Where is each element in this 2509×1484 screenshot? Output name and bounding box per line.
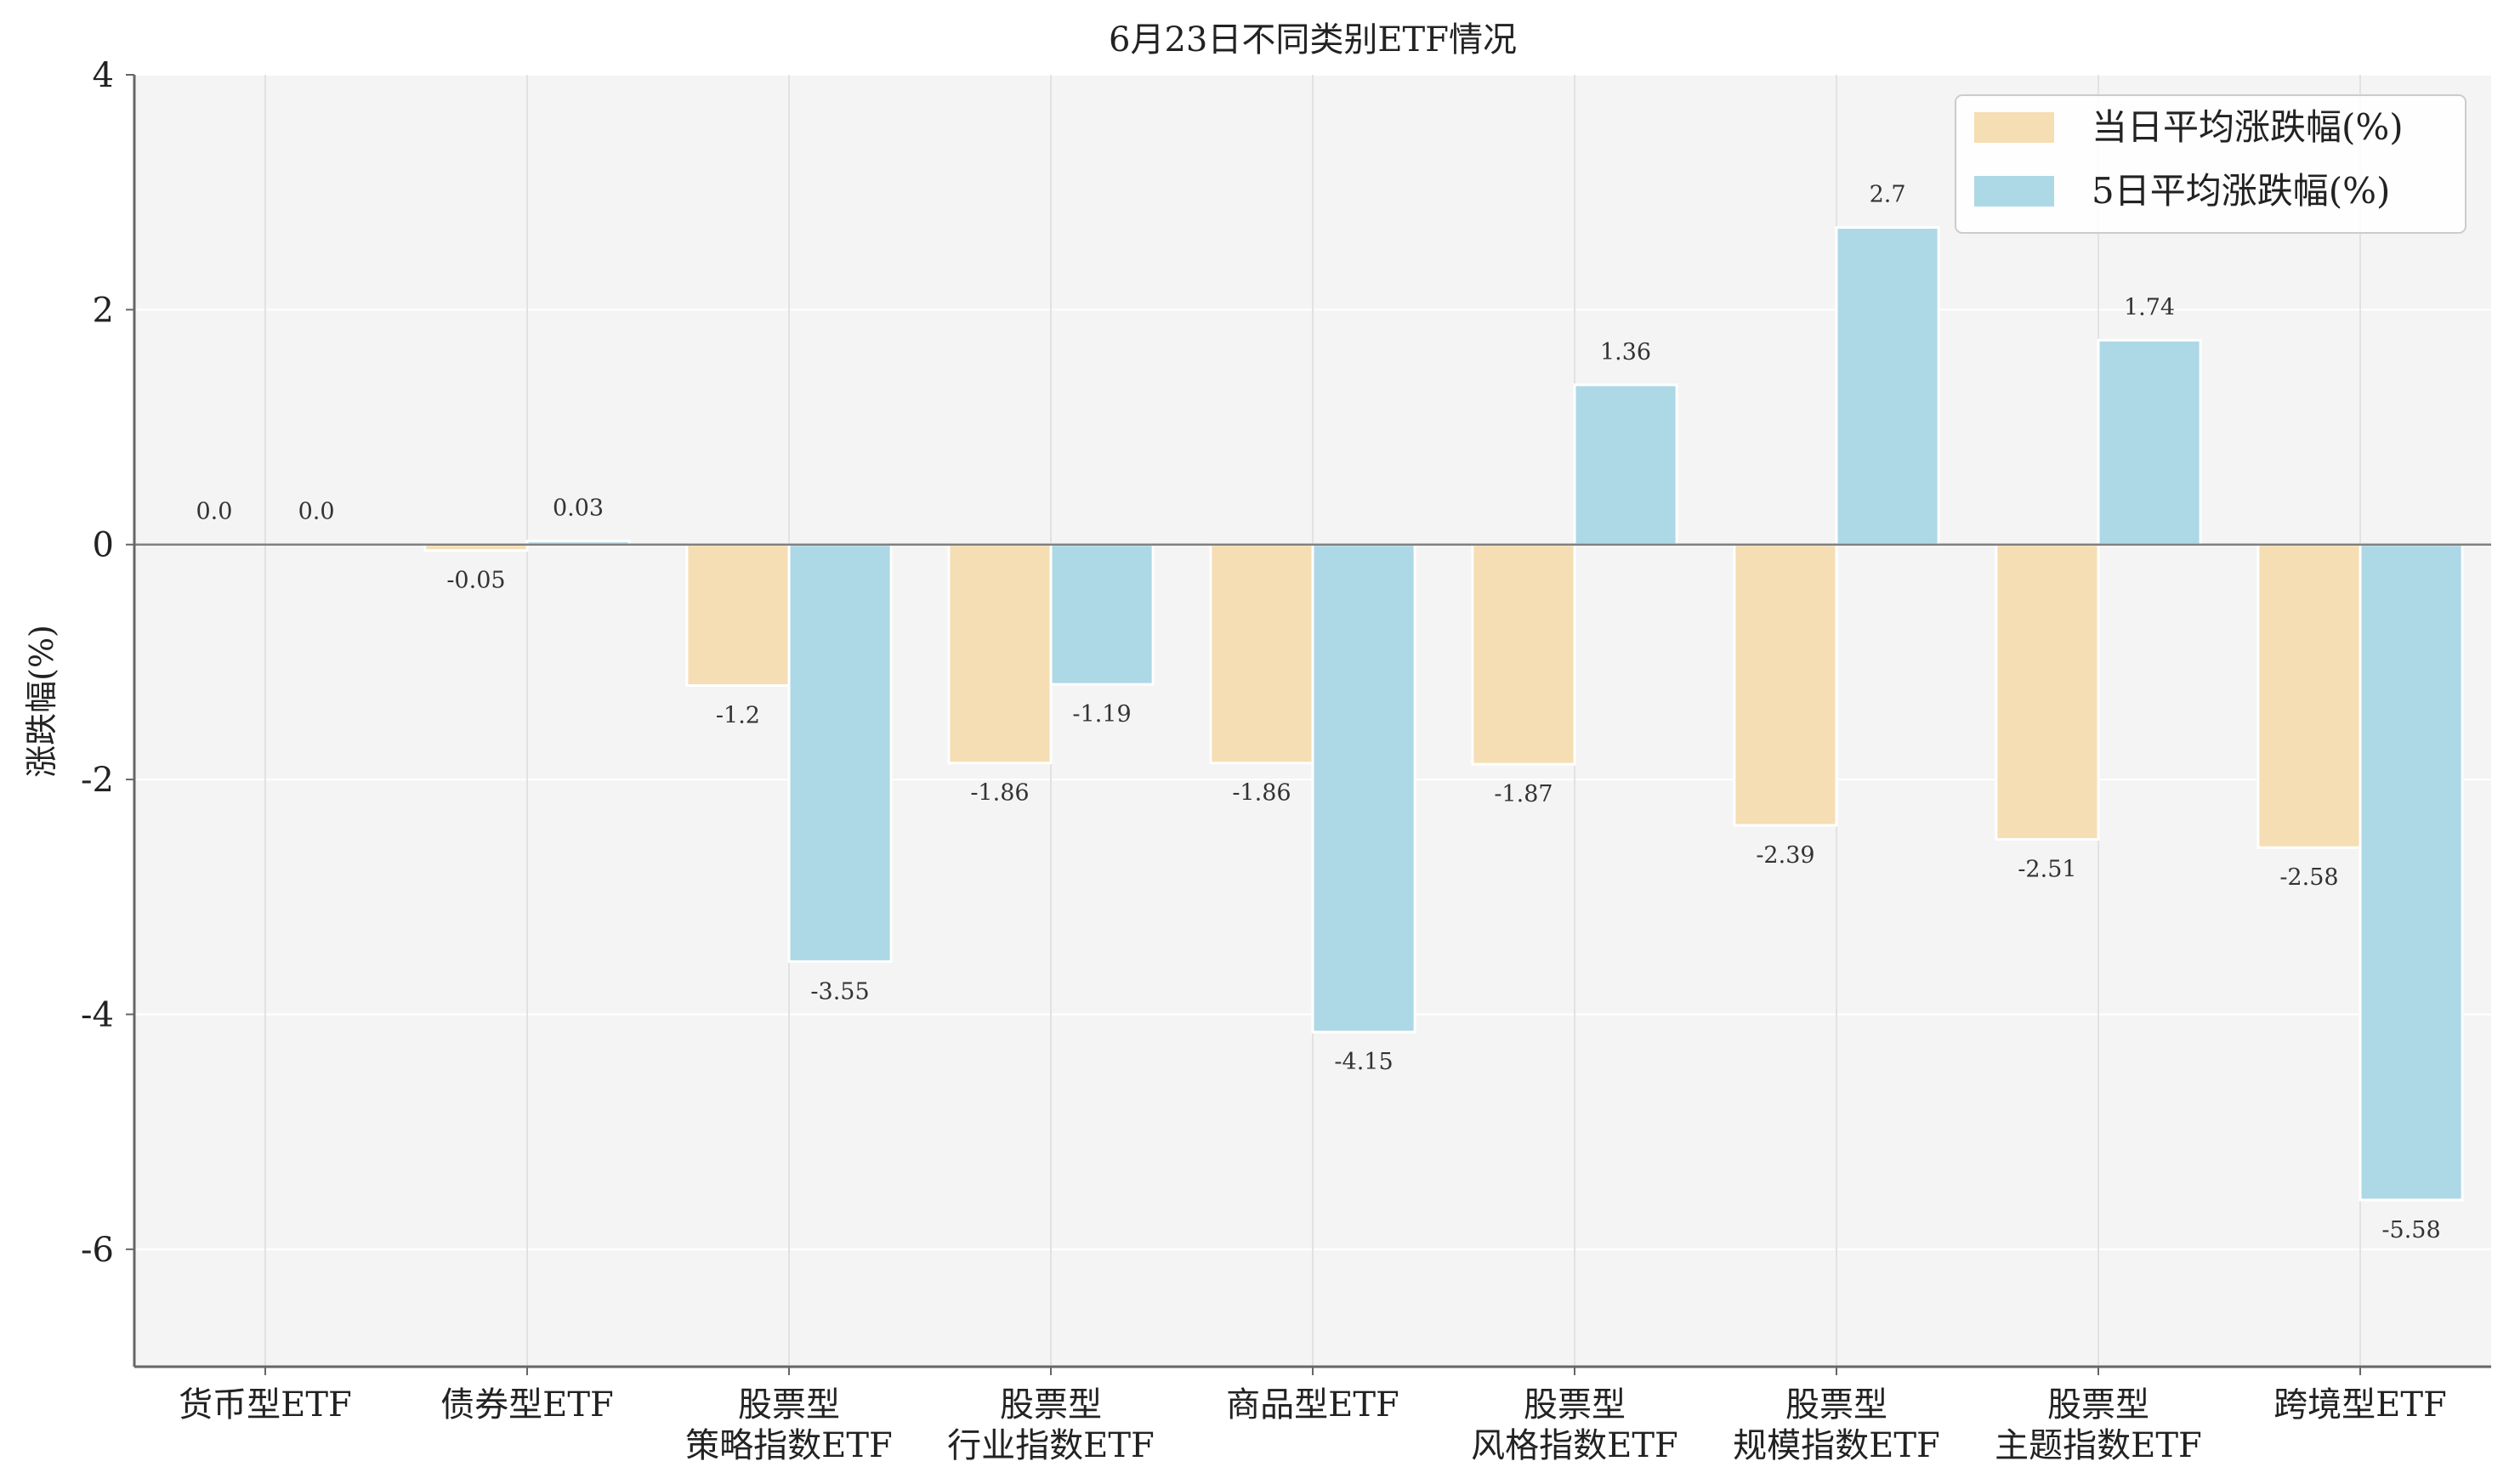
data-label: 1.74 <box>2124 294 2175 320</box>
bar <box>1995 543 2100 841</box>
data-label: -4.15 <box>1334 1049 1393 1075</box>
x-tick-label: 股票型 <box>1524 1385 1626 1425</box>
data-label: 1.36 <box>1600 339 1651 365</box>
data-label: -1.19 <box>1072 701 1131 728</box>
legend-swatch <box>1974 112 2054 143</box>
bar <box>1573 383 1678 547</box>
y-tick-label: 2 <box>93 291 114 330</box>
x-tick-label: 债券型ETF <box>440 1385 614 1425</box>
data-labels: 0.0 -0.05 -1.2 -1.86 -1.86 -1.87 -2.39 -2.51 -2.… <box>196 182 2440 1243</box>
x-tick-label: 股票型 <box>1785 1385 1887 1425</box>
bar <box>787 543 893 963</box>
bar <box>1835 226 1940 547</box>
bar <box>2256 543 2362 849</box>
data-label: -2.58 <box>2279 864 2338 891</box>
data-label: -1.86 <box>1232 780 1291 807</box>
chart-title: 6月23日不同类别ETF情况 <box>1109 20 1517 59</box>
x-tick-label: 股票型 <box>738 1385 840 1425</box>
data-label: 0.0 <box>298 499 335 525</box>
bar <box>1049 543 1155 686</box>
x-tick-label: 跨境型ETF <box>2273 1385 2447 1425</box>
x-tick-label: 货币型ETF <box>179 1385 352 1425</box>
data-label: -1.2 <box>716 703 760 729</box>
y-axis-label: 涨跌幅(%) <box>23 625 60 778</box>
x-tick-label: 股票型 <box>2047 1385 2149 1425</box>
data-label: 2.7 <box>1870 182 1906 208</box>
bar <box>685 543 791 688</box>
data-label: -2.51 <box>2018 857 2076 883</box>
y-tick-label: 0 <box>93 526 114 565</box>
bars <box>423 226 2464 1202</box>
x-tick-label: 规模指数ETF <box>1733 1426 1940 1465</box>
data-label: -1.86 <box>970 780 1029 807</box>
legend-label: 当日平均涨跌幅(%) <box>2092 106 2404 148</box>
bar <box>947 543 1053 765</box>
x-tick-label: 风格指数ETF <box>1471 1426 1678 1465</box>
data-label: -0.05 <box>446 568 505 594</box>
y-tick-label: -2 <box>81 761 114 800</box>
bar <box>2097 338 2202 547</box>
x-tick-label: 商品型ETF <box>1226 1385 1399 1425</box>
legend-box <box>1955 94 2466 234</box>
bar <box>1733 543 1838 827</box>
legend-swatch <box>1974 176 2054 207</box>
bar <box>2359 543 2464 1202</box>
data-label: 0.0 <box>196 499 232 525</box>
x-tick-label: 主题指数ETF <box>1995 1426 2202 1465</box>
data-label: -3.55 <box>810 978 869 1005</box>
data-label: 0.03 <box>553 496 604 522</box>
bar <box>1311 543 1416 1034</box>
legend-label: 5日平均涨跌幅(%) <box>2092 170 2390 212</box>
data-label: -1.87 <box>1494 781 1553 807</box>
x-tick-label: 行业指数ETF <box>947 1426 1155 1465</box>
x-tick-label: 股票型 <box>1000 1385 1102 1425</box>
bar <box>1209 543 1314 765</box>
data-label: -5.58 <box>2381 1217 2440 1243</box>
bar <box>1471 543 1576 766</box>
x-tick-label: 策略指数ETF <box>685 1426 893 1465</box>
y-tick-label: -6 <box>81 1231 114 1270</box>
y-tick-label: -4 <box>81 995 114 1034</box>
y-tick-label: 4 <box>93 56 114 95</box>
legend: 当日平均涨跌幅(%) 5日平均涨跌幅(%) <box>1955 94 2466 234</box>
data-label: -2.39 <box>1756 842 1814 869</box>
